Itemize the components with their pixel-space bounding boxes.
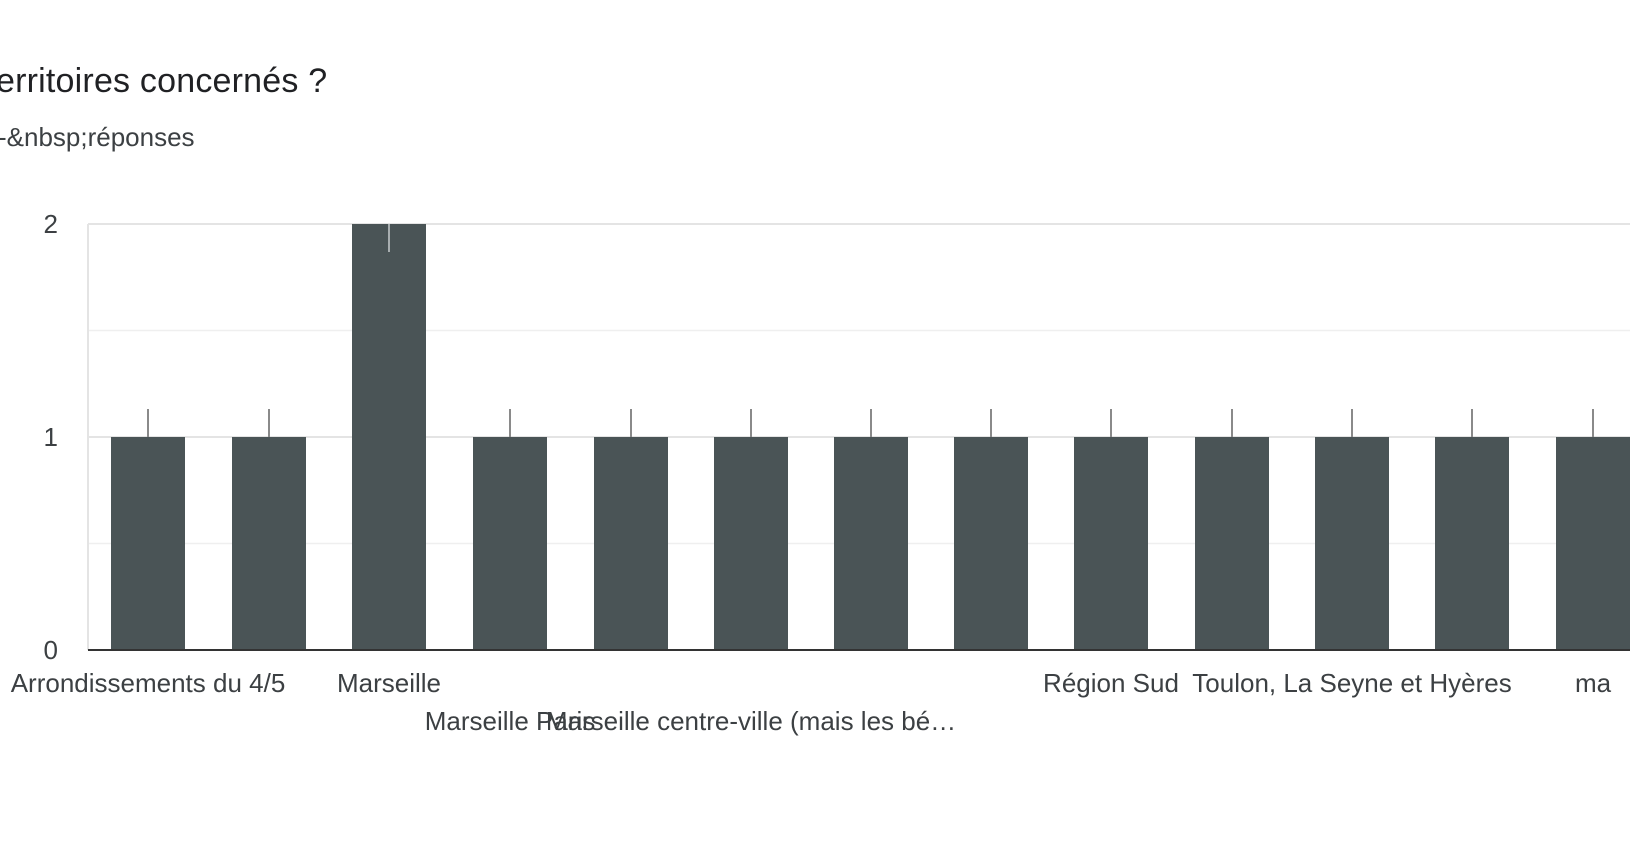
bar[interactable]	[111, 437, 185, 650]
bar[interactable]	[834, 437, 908, 650]
y-tick-label: 0	[44, 635, 58, 665]
bar[interactable]	[594, 437, 668, 650]
bar[interactable]	[352, 224, 426, 650]
bar[interactable]	[473, 437, 547, 650]
bar[interactable]	[714, 437, 788, 650]
bar[interactable]	[1556, 437, 1630, 650]
bar[interactable]	[1435, 437, 1509, 650]
x-tick-label: ma	[1575, 668, 1612, 698]
y-tick-label: 1	[44, 422, 58, 452]
bar[interactable]	[232, 437, 306, 650]
bar[interactable]	[954, 437, 1028, 650]
x-tick-label: Arrondissements du 4/5	[11, 668, 286, 698]
bar[interactable]	[1074, 437, 1148, 650]
x-tick-label: Région Sud	[1043, 668, 1179, 698]
bar[interactable]	[1315, 437, 1389, 650]
x-tick-label: Marseille centre-ville (mais les bé…	[546, 706, 956, 736]
y-axis-ticks: 0 1 2	[44, 209, 58, 665]
x-tick-label: Marseille Paris	[425, 706, 596, 736]
bars	[111, 224, 1630, 650]
question-title: erritoires concernés ?	[0, 62, 328, 100]
x-axis-labels: Arrondissements du 4/5 Marseille Marseille…	[11, 668, 1612, 736]
bar[interactable]	[1195, 437, 1269, 650]
response-count: -&nbsp;réponses	[0, 122, 195, 152]
x-tick-label: Marseille	[337, 668, 441, 698]
x-tick-label: Toulon, La Seyne et Hyères	[1192, 668, 1511, 698]
y-tick-label: 2	[44, 209, 58, 239]
